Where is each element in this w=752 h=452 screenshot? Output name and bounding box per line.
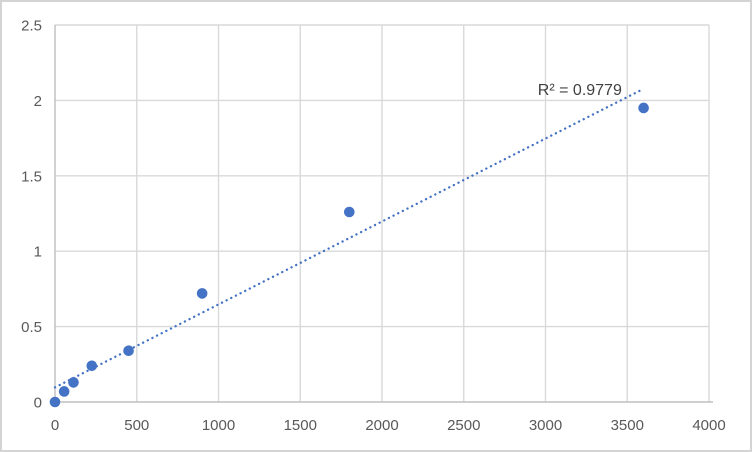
data-point [86,360,98,372]
y-tick-label: 2.5 [21,18,42,35]
x-tick-label: 2000 [365,417,398,434]
data-point [196,288,208,299]
y-tick-label: 0.5 [21,319,42,336]
x-tick-label: 500 [124,417,149,434]
x-axis-tick-labels: 0 500 1000 1500 2000 2500 3000 3500 4000 [51,417,726,434]
x-tick-label: 2500 [447,417,480,434]
x-tick-label: 3000 [529,417,562,434]
gridlines [55,24,710,402]
x-tick-label: 1500 [284,417,317,434]
data-point [49,396,61,408]
data-point [344,206,355,218]
data-point [68,377,79,388]
trendline-dotted [53,87,645,389]
axis-lines [54,25,713,403]
data-point [58,386,70,397]
trendline [53,87,645,389]
data-point [123,345,134,357]
x-tick-label: 0 [51,417,59,434]
y-tick-label: 0 [34,395,42,412]
x-tick-label: 4000 [692,417,725,434]
y-axis-tick-labels: 0 0.5 1 1.5 2 2.5 [21,18,42,412]
x-tick-label: 1000 [202,417,235,434]
data-point [638,102,649,114]
y-tick-label: 1 [34,244,42,261]
y-tick-label: 2 [34,93,42,110]
data-point-series [49,102,649,408]
y-tick-label: 1.5 [21,168,42,185]
x-tick-label: 3500 [611,417,644,434]
r-squared-label: R² = 0.9779 [537,82,622,100]
